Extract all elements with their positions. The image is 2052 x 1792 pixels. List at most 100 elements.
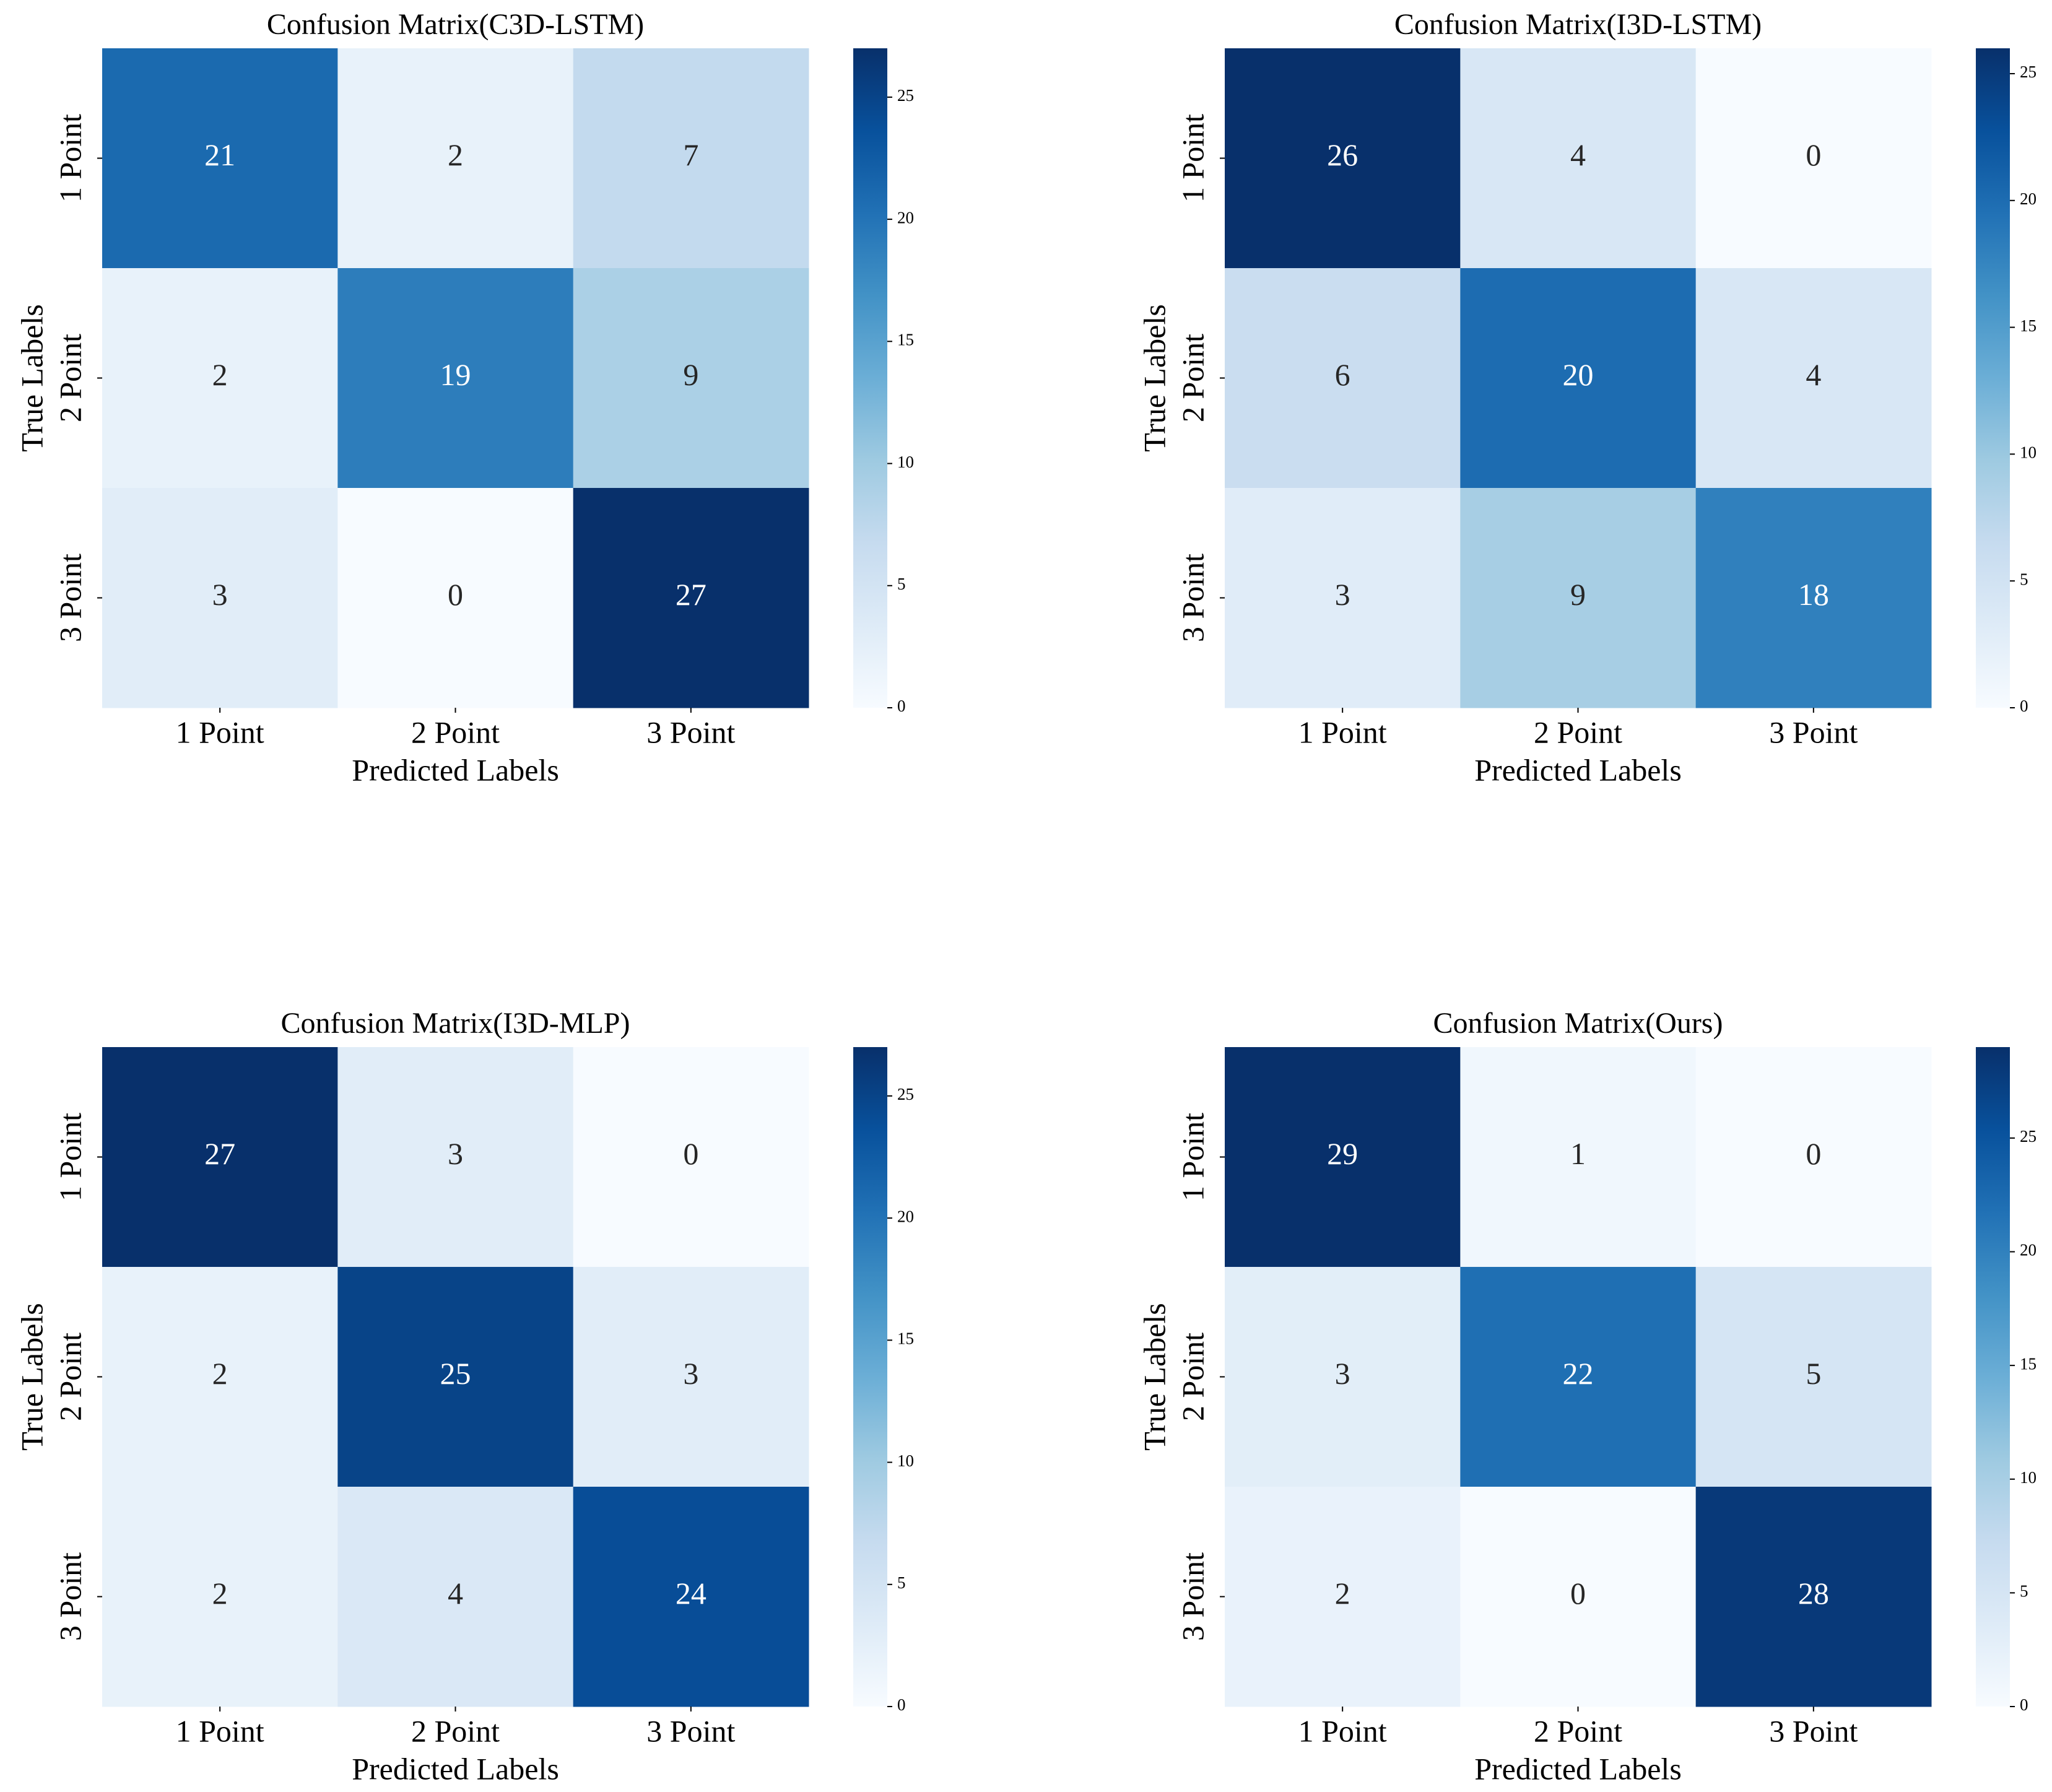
x-tick-label: 1 Point bbox=[176, 1713, 264, 1748]
y-tick-label: 2 Point bbox=[53, 334, 87, 422]
cell-label: 6 bbox=[1335, 357, 1350, 392]
x-tick-label: 2 Point bbox=[1534, 715, 1622, 749]
heatmap-cell bbox=[102, 1047, 338, 1268]
cell-label: 7 bbox=[683, 137, 698, 172]
x-tick-label: 2 Point bbox=[411, 715, 500, 749]
cell-label: 27 bbox=[204, 1136, 235, 1171]
heatmap-cell bbox=[1695, 488, 1932, 708]
cell-label: 3 bbox=[1335, 1356, 1350, 1391]
colorbar-tick-label: 20 bbox=[897, 208, 914, 227]
colorbar-tick-label: 15 bbox=[2020, 316, 2037, 335]
chart-title: Confusion Matrix(I3D-MLP) bbox=[281, 1007, 630, 1040]
y-tick-label: 3 Point bbox=[53, 1552, 87, 1641]
heatmap-cell bbox=[1225, 48, 1461, 269]
x-axis-label: Predicted Labels bbox=[1474, 1751, 1682, 1786]
heatmap-cell bbox=[102, 1487, 338, 1707]
cell-label: 0 bbox=[1806, 137, 1821, 172]
colorbar-tick-label: 20 bbox=[2020, 189, 2037, 208]
colorbar-tick-label: 5 bbox=[2020, 1582, 2028, 1601]
y-tick-label: 3 Point bbox=[1175, 1552, 1210, 1641]
x-tick-label: 1 Point bbox=[1298, 715, 1387, 749]
colorbar bbox=[853, 1047, 887, 1707]
cell-label: 2 bbox=[448, 137, 463, 172]
x-axis-label: Predicted Labels bbox=[1474, 752, 1682, 787]
heatmap-cell bbox=[573, 488, 809, 708]
cell-label: 4 bbox=[1806, 357, 1821, 392]
colorbar-tick-label: 20 bbox=[2020, 1241, 2037, 1259]
colorbar bbox=[853, 48, 887, 708]
heatmap-cell bbox=[1695, 1487, 1932, 1707]
x-tick-label: 2 Point bbox=[411, 1713, 500, 1748]
x-tick-label: 3 Point bbox=[646, 715, 735, 749]
y-tick-label: 3 Point bbox=[1175, 554, 1210, 642]
colorbar-tick-label: 10 bbox=[2020, 443, 2037, 462]
colorbar-tick-label: 10 bbox=[897, 453, 914, 471]
heatmap-cell bbox=[573, 1047, 809, 1268]
cell-label: 0 bbox=[448, 577, 463, 612]
heatmap-cell bbox=[1225, 1487, 1461, 1707]
heatmap-cell bbox=[1460, 268, 1697, 489]
heatmap-cell bbox=[1695, 268, 1932, 489]
cell-label: 0 bbox=[1806, 1136, 1821, 1171]
chart-title: Confusion Matrix(I3D-LSTM) bbox=[1394, 8, 1762, 41]
heatmap-cell bbox=[1460, 488, 1697, 708]
cell-label: 18 bbox=[1798, 577, 1829, 612]
y-tick-label: 3 Point bbox=[53, 554, 87, 642]
cell-label: 5 bbox=[1806, 1356, 1821, 1391]
colorbar-tick-label: 10 bbox=[2020, 1468, 2037, 1487]
y-axis-label: True Labels bbox=[14, 1303, 49, 1450]
colorbar-tick-label: 20 bbox=[897, 1207, 914, 1225]
cell-label: 26 bbox=[1327, 137, 1358, 172]
heatmap-cell bbox=[102, 1267, 338, 1487]
cell-label: 29 bbox=[1327, 1136, 1358, 1171]
heatmap-cell bbox=[573, 1267, 809, 1487]
cell-label: 3 bbox=[448, 1136, 463, 1171]
chart-title: Confusion Matrix(Ours) bbox=[1433, 1007, 1723, 1040]
y-tick-label: 2 Point bbox=[1175, 1333, 1210, 1421]
y-axis-label: True Labels bbox=[14, 304, 49, 451]
heatmap-cell bbox=[1460, 48, 1697, 269]
heatmap-cell bbox=[1695, 48, 1932, 269]
y-axis-label: True Labels bbox=[1137, 1303, 1172, 1450]
colorbar-tick-label: 15 bbox=[897, 1329, 914, 1348]
y-tick-label: 2 Point bbox=[1175, 334, 1210, 422]
heatmap-cell bbox=[1460, 1047, 1697, 1268]
heatmap-cell bbox=[102, 488, 338, 708]
y-axis-label: True Labels bbox=[1137, 304, 1172, 451]
cell-label: 2 bbox=[212, 1356, 228, 1391]
heatmap-cell bbox=[102, 48, 338, 269]
colorbar-tick-label: 10 bbox=[897, 1451, 914, 1470]
x-tick-label: 2 Point bbox=[1534, 1713, 1622, 1748]
heatmap-cell bbox=[573, 48, 809, 269]
cell-label: 2 bbox=[212, 1576, 228, 1611]
colorbar-tick-label: 15 bbox=[2020, 1354, 2037, 1373]
heatmap-cell bbox=[1460, 1487, 1697, 1707]
heatmap-cell bbox=[337, 488, 574, 708]
heatmap-cell bbox=[1460, 1267, 1697, 1487]
colorbar-tick-label: 0 bbox=[897, 1695, 906, 1714]
cell-label: 4 bbox=[448, 1576, 463, 1611]
y-tick-label: 2 Point bbox=[53, 1333, 87, 1421]
x-tick-label: 3 Point bbox=[646, 1713, 735, 1748]
x-axis-label: Predicted Labels bbox=[352, 752, 559, 787]
heatmap-cell bbox=[1225, 268, 1461, 489]
cell-label: 9 bbox=[1570, 577, 1586, 612]
cell-label: 4 bbox=[1570, 137, 1586, 172]
x-tick-label: 3 Point bbox=[1769, 715, 1858, 749]
x-tick-label: 1 Point bbox=[176, 715, 264, 749]
colorbar-tick-label: 5 bbox=[897, 1573, 906, 1592]
cell-label: 3 bbox=[212, 577, 228, 612]
cell-label: 3 bbox=[683, 1356, 698, 1391]
cell-label: 27 bbox=[676, 577, 706, 612]
colorbar-tick-label: 25 bbox=[2020, 1127, 2037, 1146]
cell-label: 22 bbox=[1563, 1356, 1594, 1391]
cell-label: 0 bbox=[683, 1136, 698, 1171]
y-tick-label: 1 Point bbox=[1175, 114, 1210, 202]
heatmap-cell bbox=[1225, 1047, 1461, 1268]
heatmap-cell bbox=[1695, 1267, 1932, 1487]
cell-label: 24 bbox=[676, 1576, 706, 1611]
y-tick-label: 1 Point bbox=[1175, 1113, 1210, 1201]
heatmap-cell bbox=[337, 1047, 574, 1268]
